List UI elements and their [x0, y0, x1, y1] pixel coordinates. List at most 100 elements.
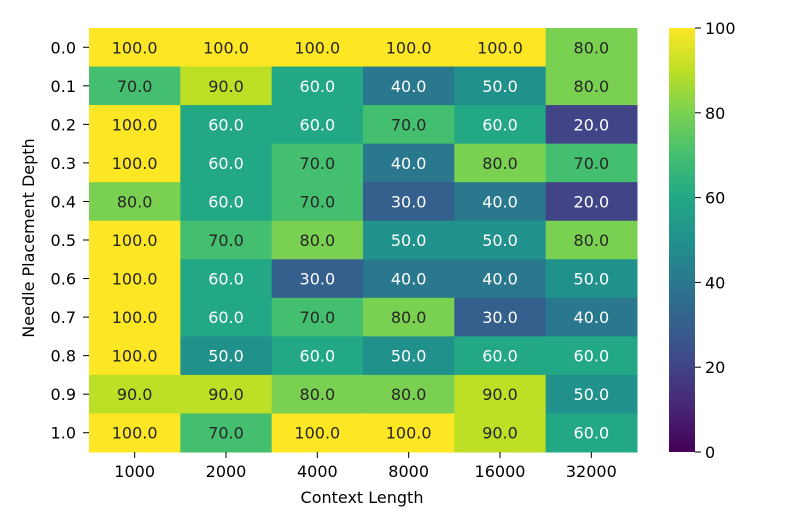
heatmap-cell: [363, 143, 455, 183]
heatmap-cell: [180, 259, 273, 299]
cell-value-label: 40.0: [391, 154, 427, 173]
x-axis: 1000 2000 4000 8000 16000 32000: [114, 452, 617, 481]
heatmap-cell: [89, 182, 181, 222]
cell-value-label: 90.0: [117, 385, 153, 404]
heatmap-cell: [363, 297, 455, 337]
heatmap-cell: [180, 220, 273, 260]
heatmap-cell: [89, 374, 181, 414]
cell-value-label: 60.0: [300, 115, 336, 134]
heatmap-cell: [545, 374, 638, 414]
cell-value-label: 80.0: [574, 231, 610, 250]
cell-value-label: 50.0: [482, 231, 518, 250]
cell-value-label: 60.0: [208, 192, 244, 211]
x-tick-label: 32000: [566, 462, 617, 481]
cell-value-label: 60.0: [208, 154, 244, 173]
cell-value-label: 100.0: [203, 38, 249, 57]
cell-labels: 100.0 100.0 100.0 100.0 100.0 80.0 70.0 90.0 60.…: [112, 38, 609, 442]
heatmap-cell: [271, 66, 364, 106]
cell-value-label: 70.0: [208, 231, 244, 250]
cell-value-label: 70.0: [391, 115, 427, 134]
heatmap-cell: [271, 105, 364, 145]
cell-value-label: 80.0: [482, 154, 518, 173]
heatmap-cell: [363, 182, 455, 222]
heatmap-cell: [271, 374, 364, 414]
heatmap-cell: [271, 259, 364, 299]
x-tick-label: 1000: [114, 462, 155, 481]
y-tick-label: 0.3: [51, 154, 76, 173]
colorbar-tick-label: 80: [705, 104, 725, 123]
cell-value-label: 90.0: [482, 385, 518, 404]
y-tick-label: 0.6: [51, 270, 76, 289]
cell-value-label: 60.0: [482, 347, 518, 366]
cell-value-label: 60.0: [300, 77, 336, 96]
cell-value-label: 50.0: [391, 347, 427, 366]
heatmap-cell: [180, 374, 273, 414]
heatmap-cell: [363, 28, 455, 68]
cell-value-label: 40.0: [391, 77, 427, 96]
heatmap-cell: [180, 143, 273, 183]
cell-value-label: 30.0: [482, 308, 518, 327]
y-tick-label: 0.1: [51, 77, 76, 96]
heatmap-cell: [545, 28, 638, 68]
heatmap-cell: [89, 297, 181, 337]
cell-value-label: 100.0: [386, 38, 432, 57]
cell-value-label: 70.0: [117, 77, 153, 96]
x-tick-label: 4000: [297, 462, 338, 481]
heatmap-cell: [454, 182, 547, 222]
cell-value-label: 100.0: [112, 231, 158, 250]
heatmap-cell: [271, 336, 364, 376]
cell-value-label: 60.0: [482, 115, 518, 134]
y-tick-label: 0.0: [51, 38, 76, 57]
heatmap-cell: [180, 413, 273, 453]
heatmap-cell: [271, 182, 364, 222]
heatmap-cell: [545, 336, 638, 376]
heatmap-cell: [545, 66, 638, 106]
cell-value-label: 80.0: [300, 231, 336, 250]
cell-value-label: 100.0: [294, 38, 340, 57]
heatmap-cell: [180, 28, 273, 68]
cell-value-label: 50.0: [391, 231, 427, 250]
colorbar-tick-label: 40: [705, 273, 725, 292]
heatmap-cell: [271, 143, 364, 183]
cell-value-label: 50.0: [208, 347, 244, 366]
heatmap-cell: [363, 336, 455, 376]
heatmap-cell: [363, 374, 455, 414]
y-tick-label: 0.9: [51, 385, 76, 404]
heatmap-cell: [89, 259, 181, 299]
y-tick-label: 0.4: [51, 192, 76, 211]
cell-value-label: 100.0: [477, 38, 523, 57]
cell-value-label: 100.0: [112, 308, 158, 327]
cell-value-label: 40.0: [574, 308, 610, 327]
cell-value-label: 60.0: [300, 347, 336, 366]
heatmap-cell: [545, 259, 638, 299]
heatmap-cell: [180, 182, 273, 222]
heatmap-cell: [271, 297, 364, 337]
colorbar-tick-label: 60: [705, 189, 725, 208]
cell-value-label: 80.0: [300, 385, 336, 404]
heatmap-cell: [363, 259, 455, 299]
cell-value-label: 90.0: [208, 385, 244, 404]
heatmap-cell: [454, 28, 547, 68]
cell-value-label: 20.0: [574, 115, 610, 134]
cell-value-label: 80.0: [574, 77, 610, 96]
cell-value-label: 40.0: [482, 192, 518, 211]
heatmap-cell: [545, 143, 638, 183]
heatmap-cell: [89, 413, 181, 453]
cell-value-label: 90.0: [482, 424, 518, 443]
cell-value-label: 60.0: [208, 115, 244, 134]
cell-value-label: 70.0: [300, 154, 336, 173]
cell-value-label: 60.0: [208, 308, 244, 327]
heatmap-cell: [271, 413, 364, 453]
heatmap-cell: [545, 413, 638, 453]
cell-value-label: 60.0: [208, 270, 244, 289]
cell-value-label: 90.0: [208, 77, 244, 96]
y-tick-label: 0.2: [51, 115, 76, 134]
cell-value-label: 80.0: [391, 308, 427, 327]
cell-value-label: 100.0: [112, 115, 158, 134]
heatmap-cell: [271, 220, 364, 260]
cell-value-label: 70.0: [208, 424, 244, 443]
heatmap-cell: [180, 336, 273, 376]
heatmap-cell: [454, 105, 547, 145]
x-axis-title: Context Length: [301, 488, 424, 507]
